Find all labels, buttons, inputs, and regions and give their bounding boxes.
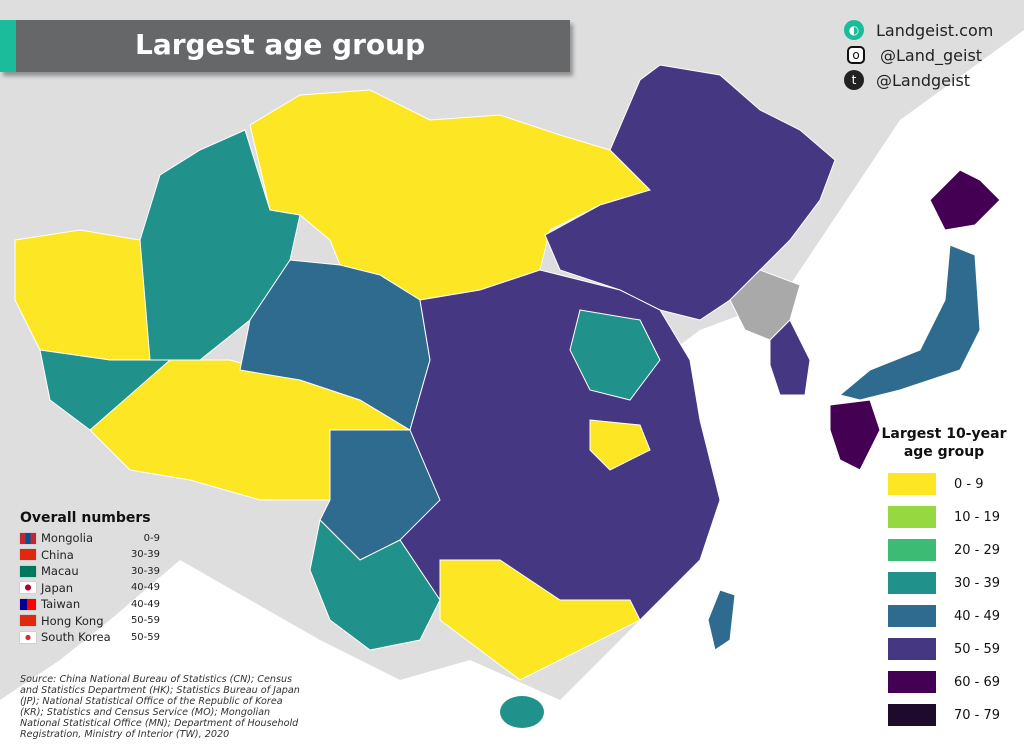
legend-swatch — [888, 605, 936, 627]
region-central-china — [379, 269, 721, 641]
country-value: 50-59 — [130, 631, 160, 643]
map-legend: Largest 10-year age group 0 - 9 10 - 19 20… — [876, 425, 1012, 737]
taiwan-flag-icon — [20, 598, 36, 610]
twitter-icon: t — [844, 70, 864, 90]
legend-item: 40 - 49 — [876, 605, 1012, 627]
source-note: Source: China National Bureau of Statist… — [20, 674, 300, 740]
region-xinjiang-west — [14, 229, 151, 361]
legend-label: 70 - 79 — [954, 707, 1001, 723]
overall-item: Mongolia 0-9 — [20, 530, 160, 547]
country-value: 40-49 — [130, 582, 160, 594]
globe-icon: ◐ — [844, 20, 864, 40]
country-name: Macau — [41, 564, 79, 579]
country-value: 30-39 — [130, 565, 160, 577]
country-name: Taiwan — [41, 597, 81, 612]
social-twitter[interactable]: t @Landgeist — [844, 68, 993, 92]
instagram-icon: o — [847, 46, 865, 64]
legend-title: Largest 10-year age group — [876, 425, 1012, 461]
country-value: 0-9 — [143, 532, 160, 544]
title-banner: Largest age group — [0, 20, 570, 72]
legend-swatch — [888, 704, 936, 726]
overall-title: Overall numbers — [20, 510, 151, 526]
region-henan — [589, 419, 651, 471]
legend-label: 50 - 59 — [954, 641, 1001, 657]
region-shandong — [569, 309, 661, 401]
region-japan-hokkaido — [929, 169, 1001, 231]
legend-label: 60 - 69 — [954, 674, 1001, 690]
social-label: @Land_geist — [880, 45, 983, 65]
country-value: 40-49 — [130, 598, 160, 610]
china-flag-icon — [20, 549, 36, 561]
legend-swatch — [888, 638, 936, 660]
overall-numbers: Overall numbers Mongolia 0-9 China 30-39 Mac… — [20, 510, 160, 646]
legend-label: 40 - 49 — [954, 608, 1001, 624]
japan-flag-icon — [20, 582, 36, 594]
social-label: @Landgeist — [876, 70, 971, 90]
hong-kong-flag-icon — [20, 615, 36, 627]
social-label: Landgeist.com — [876, 20, 994, 40]
country-name: Japan — [41, 580, 74, 595]
social-links: ◐ Landgeist.com o @Land_geist t @Landgei… — [844, 18, 993, 93]
country-name: Hong Kong — [41, 613, 104, 628]
overall-item: South Korea 50-59 — [20, 629, 160, 646]
country-value: 50-59 — [130, 615, 160, 627]
south-korea-flag-icon — [20, 631, 36, 643]
legend-item: 0 - 9 — [876, 473, 1012, 495]
country-name: Mongolia — [41, 531, 94, 546]
legend-label: 0 - 9 — [954, 476, 984, 492]
social-instagram[interactable]: o @Land_geist — [844, 43, 993, 67]
region-taiwan — [707, 589, 736, 651]
country-name: South Korea — [41, 630, 111, 645]
region-japan-south — [829, 399, 881, 471]
country-name: China — [41, 547, 74, 562]
overall-item: Macau 30-39 — [20, 563, 160, 580]
legend-item: 30 - 39 — [876, 572, 1012, 594]
overall-item: Japan 40-49 — [20, 580, 160, 597]
legend-swatch — [888, 506, 936, 528]
legend-swatch — [888, 539, 936, 561]
legend-title-line: age group — [903, 444, 985, 460]
legend-swatch — [888, 572, 936, 594]
legend-title-line: Largest 10-year — [881, 426, 1007, 442]
legend-label: 30 - 39 — [954, 575, 1001, 591]
region-hainan — [500, 696, 544, 728]
legend-item: 10 - 19 — [876, 506, 1012, 528]
region-south-china — [439, 559, 641, 681]
legend-swatch — [888, 473, 936, 495]
overall-item: China 30-39 — [20, 547, 160, 564]
title-accent — [0, 20, 16, 72]
region-south-korea — [769, 319, 811, 396]
country-value: 30-39 — [130, 549, 160, 561]
legend-item: 20 - 29 — [876, 539, 1012, 561]
region-mongolia — [249, 89, 651, 301]
legend-label: 10 - 19 — [954, 509, 1001, 525]
social-website[interactable]: ◐ Landgeist.com — [844, 18, 993, 42]
overall-item: Taiwan 40-49 — [20, 596, 160, 613]
legend-item: 60 - 69 — [876, 671, 1012, 693]
region-japan-honshu — [838, 244, 981, 401]
macau-flag-icon — [20, 565, 36, 577]
legend-item: 50 - 59 — [876, 638, 1012, 660]
legend-swatch — [888, 671, 936, 693]
overall-item: Hong Kong 50-59 — [20, 613, 160, 630]
page-title: Largest age group — [135, 28, 426, 61]
legend-item: 70 - 79 — [876, 704, 1012, 726]
legend-label: 20 - 29 — [954, 542, 1001, 558]
mongolia-flag-icon — [20, 532, 36, 544]
region-yunnan — [309, 518, 441, 651]
